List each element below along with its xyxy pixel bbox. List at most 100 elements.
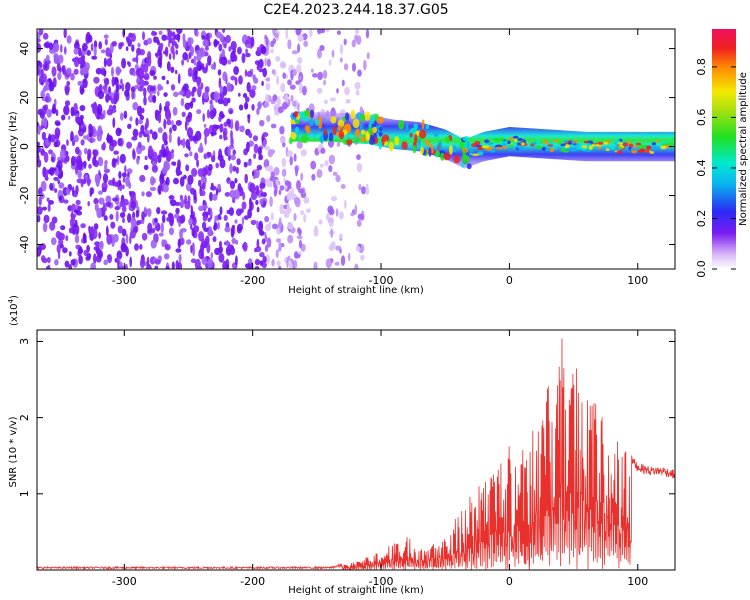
noise-blob — [188, 217, 193, 226]
noise-blob — [134, 243, 139, 251]
noise-blob — [201, 221, 207, 230]
noise-blob — [75, 146, 80, 155]
noise-blob — [258, 68, 264, 73]
noise-blob — [126, 61, 130, 66]
noise-blob — [182, 138, 186, 149]
colorbar-tick-label: 0.2 — [695, 210, 708, 228]
noise-blob — [209, 103, 214, 112]
snr-panel: -300 -200 -100 0 100 1 2 3 Height of straight … — [7, 295, 676, 596]
noise-blob — [89, 187, 95, 195]
noise-blob — [295, 166, 298, 177]
signal-blob — [668, 142, 675, 147]
noise-blob — [207, 258, 214, 269]
noise-blob — [195, 29, 199, 37]
noise-blob — [82, 54, 86, 62]
signal-blob — [345, 112, 350, 121]
noise-blob — [263, 101, 270, 108]
noise-blob — [143, 87, 147, 98]
noise-blob — [37, 69, 41, 74]
noise-blob — [111, 41, 118, 47]
noise-blob — [143, 96, 147, 106]
noise-blob — [219, 158, 226, 169]
noise-blob — [328, 154, 336, 165]
noise-blob — [115, 66, 121, 76]
signal-blob — [616, 150, 623, 154]
signal-blob — [332, 126, 337, 136]
noise-blob — [284, 180, 290, 186]
signal-blob — [314, 118, 320, 126]
noise-blob — [207, 207, 211, 216]
signal-blob — [502, 142, 507, 147]
signal-blob — [352, 118, 360, 129]
noise-blob — [123, 198, 129, 206]
x-tick-label: 100 — [627, 274, 648, 287]
noise-blob — [37, 108, 44, 116]
snr-multiplier: (x104) — [7, 295, 20, 326]
noise-blob — [58, 238, 64, 246]
spectrogram-x-label: Height of straight line (km) — [288, 285, 424, 296]
noise-blob — [339, 233, 343, 240]
signal-blob — [360, 136, 366, 143]
signal-blob — [622, 142, 629, 147]
noise-blob — [82, 42, 88, 52]
noise-blob — [314, 231, 319, 237]
noise-blob — [249, 88, 256, 98]
noise-blob — [138, 219, 143, 225]
noise-blob — [200, 82, 204, 90]
noise-blob — [193, 55, 197, 66]
signal-blob — [435, 150, 441, 158]
noise-blob — [250, 36, 255, 48]
noise-blob — [227, 97, 231, 104]
noise-blob — [165, 176, 170, 186]
noise-blob — [172, 31, 176, 42]
noise-blob — [335, 174, 341, 183]
noise-blob — [168, 227, 175, 236]
noise-blob — [175, 259, 179, 269]
noise-blob — [147, 222, 153, 234]
noise-blob — [196, 60, 203, 72]
noise-blob — [80, 178, 84, 188]
noise-blob — [303, 197, 310, 204]
spectrogram-y-label: Frequency (Hz) — [8, 111, 19, 187]
noise-blob — [86, 49, 91, 56]
snr-y-label: SNR (10 * v/v) — [8, 416, 19, 487]
signal-blob — [425, 124, 430, 130]
noise-blob — [93, 76, 100, 84]
noise-blob — [296, 235, 303, 240]
noise-blob — [183, 174, 187, 180]
noise-blob — [348, 252, 351, 262]
y-tick-label: 0 — [18, 143, 31, 150]
signal-blob — [495, 146, 503, 150]
noise-blob — [71, 214, 76, 223]
noise-blob — [224, 192, 231, 197]
noise-blob — [266, 115, 271, 122]
noise-blob — [279, 185, 285, 191]
colorbar-tick-label: 0.6 — [695, 109, 708, 127]
noise-blob — [51, 107, 57, 114]
noise-blob — [154, 259, 161, 265]
noise-blob — [93, 197, 99, 205]
noise-blob — [232, 165, 237, 172]
signal-blob — [603, 141, 609, 145]
noise-blob — [70, 259, 76, 266]
noise-blob — [127, 123, 132, 129]
noise-blob — [264, 145, 271, 151]
noise-blob — [336, 142, 341, 147]
noise-blob — [279, 125, 285, 135]
noise-blob — [187, 111, 193, 119]
noise-blob — [129, 256, 132, 268]
noise-blob — [158, 85, 164, 91]
signal-blob — [301, 115, 309, 122]
signal-blob — [661, 140, 669, 144]
snr-multiplier-base: (x10 — [9, 303, 20, 326]
noise-blob — [159, 149, 164, 156]
noise-blob — [357, 69, 362, 77]
snr-x-label: Height of straight line (km) — [288, 585, 424, 596]
noise-blob — [256, 220, 259, 230]
noise-blob — [154, 224, 159, 231]
noise-blob — [60, 44, 63, 53]
x-tick-label: -200 — [240, 274, 265, 287]
noise-blob — [230, 40, 237, 51]
noise-blob — [57, 72, 62, 81]
noise-blob — [305, 208, 311, 214]
